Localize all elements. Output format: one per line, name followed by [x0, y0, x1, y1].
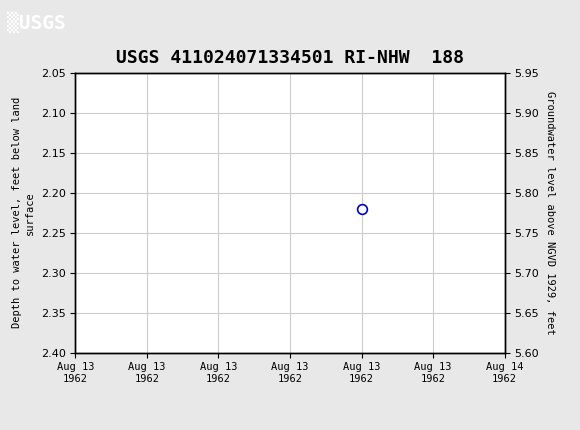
Y-axis label: Depth to water level, feet below land
surface: Depth to water level, feet below land su…: [12, 97, 35, 329]
Text: ▒USGS: ▒USGS: [7, 12, 66, 34]
Y-axis label: Groundwater level above NGVD 1929, feet: Groundwater level above NGVD 1929, feet: [545, 91, 554, 335]
Text: USGS 411024071334501 RI-NHW  188: USGS 411024071334501 RI-NHW 188: [116, 49, 464, 67]
